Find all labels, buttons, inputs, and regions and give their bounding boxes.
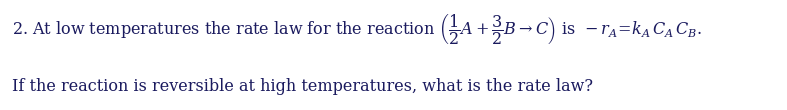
Text: If the reaction is reversible at high temperatures, what is the rate law?: If the reaction is reversible at high te…	[12, 78, 593, 95]
Text: 2. At low temperatures the rate law for the reaction $\left(\dfrac{1}{2}A+\dfrac: 2. At low temperatures the rate law for …	[12, 12, 702, 46]
